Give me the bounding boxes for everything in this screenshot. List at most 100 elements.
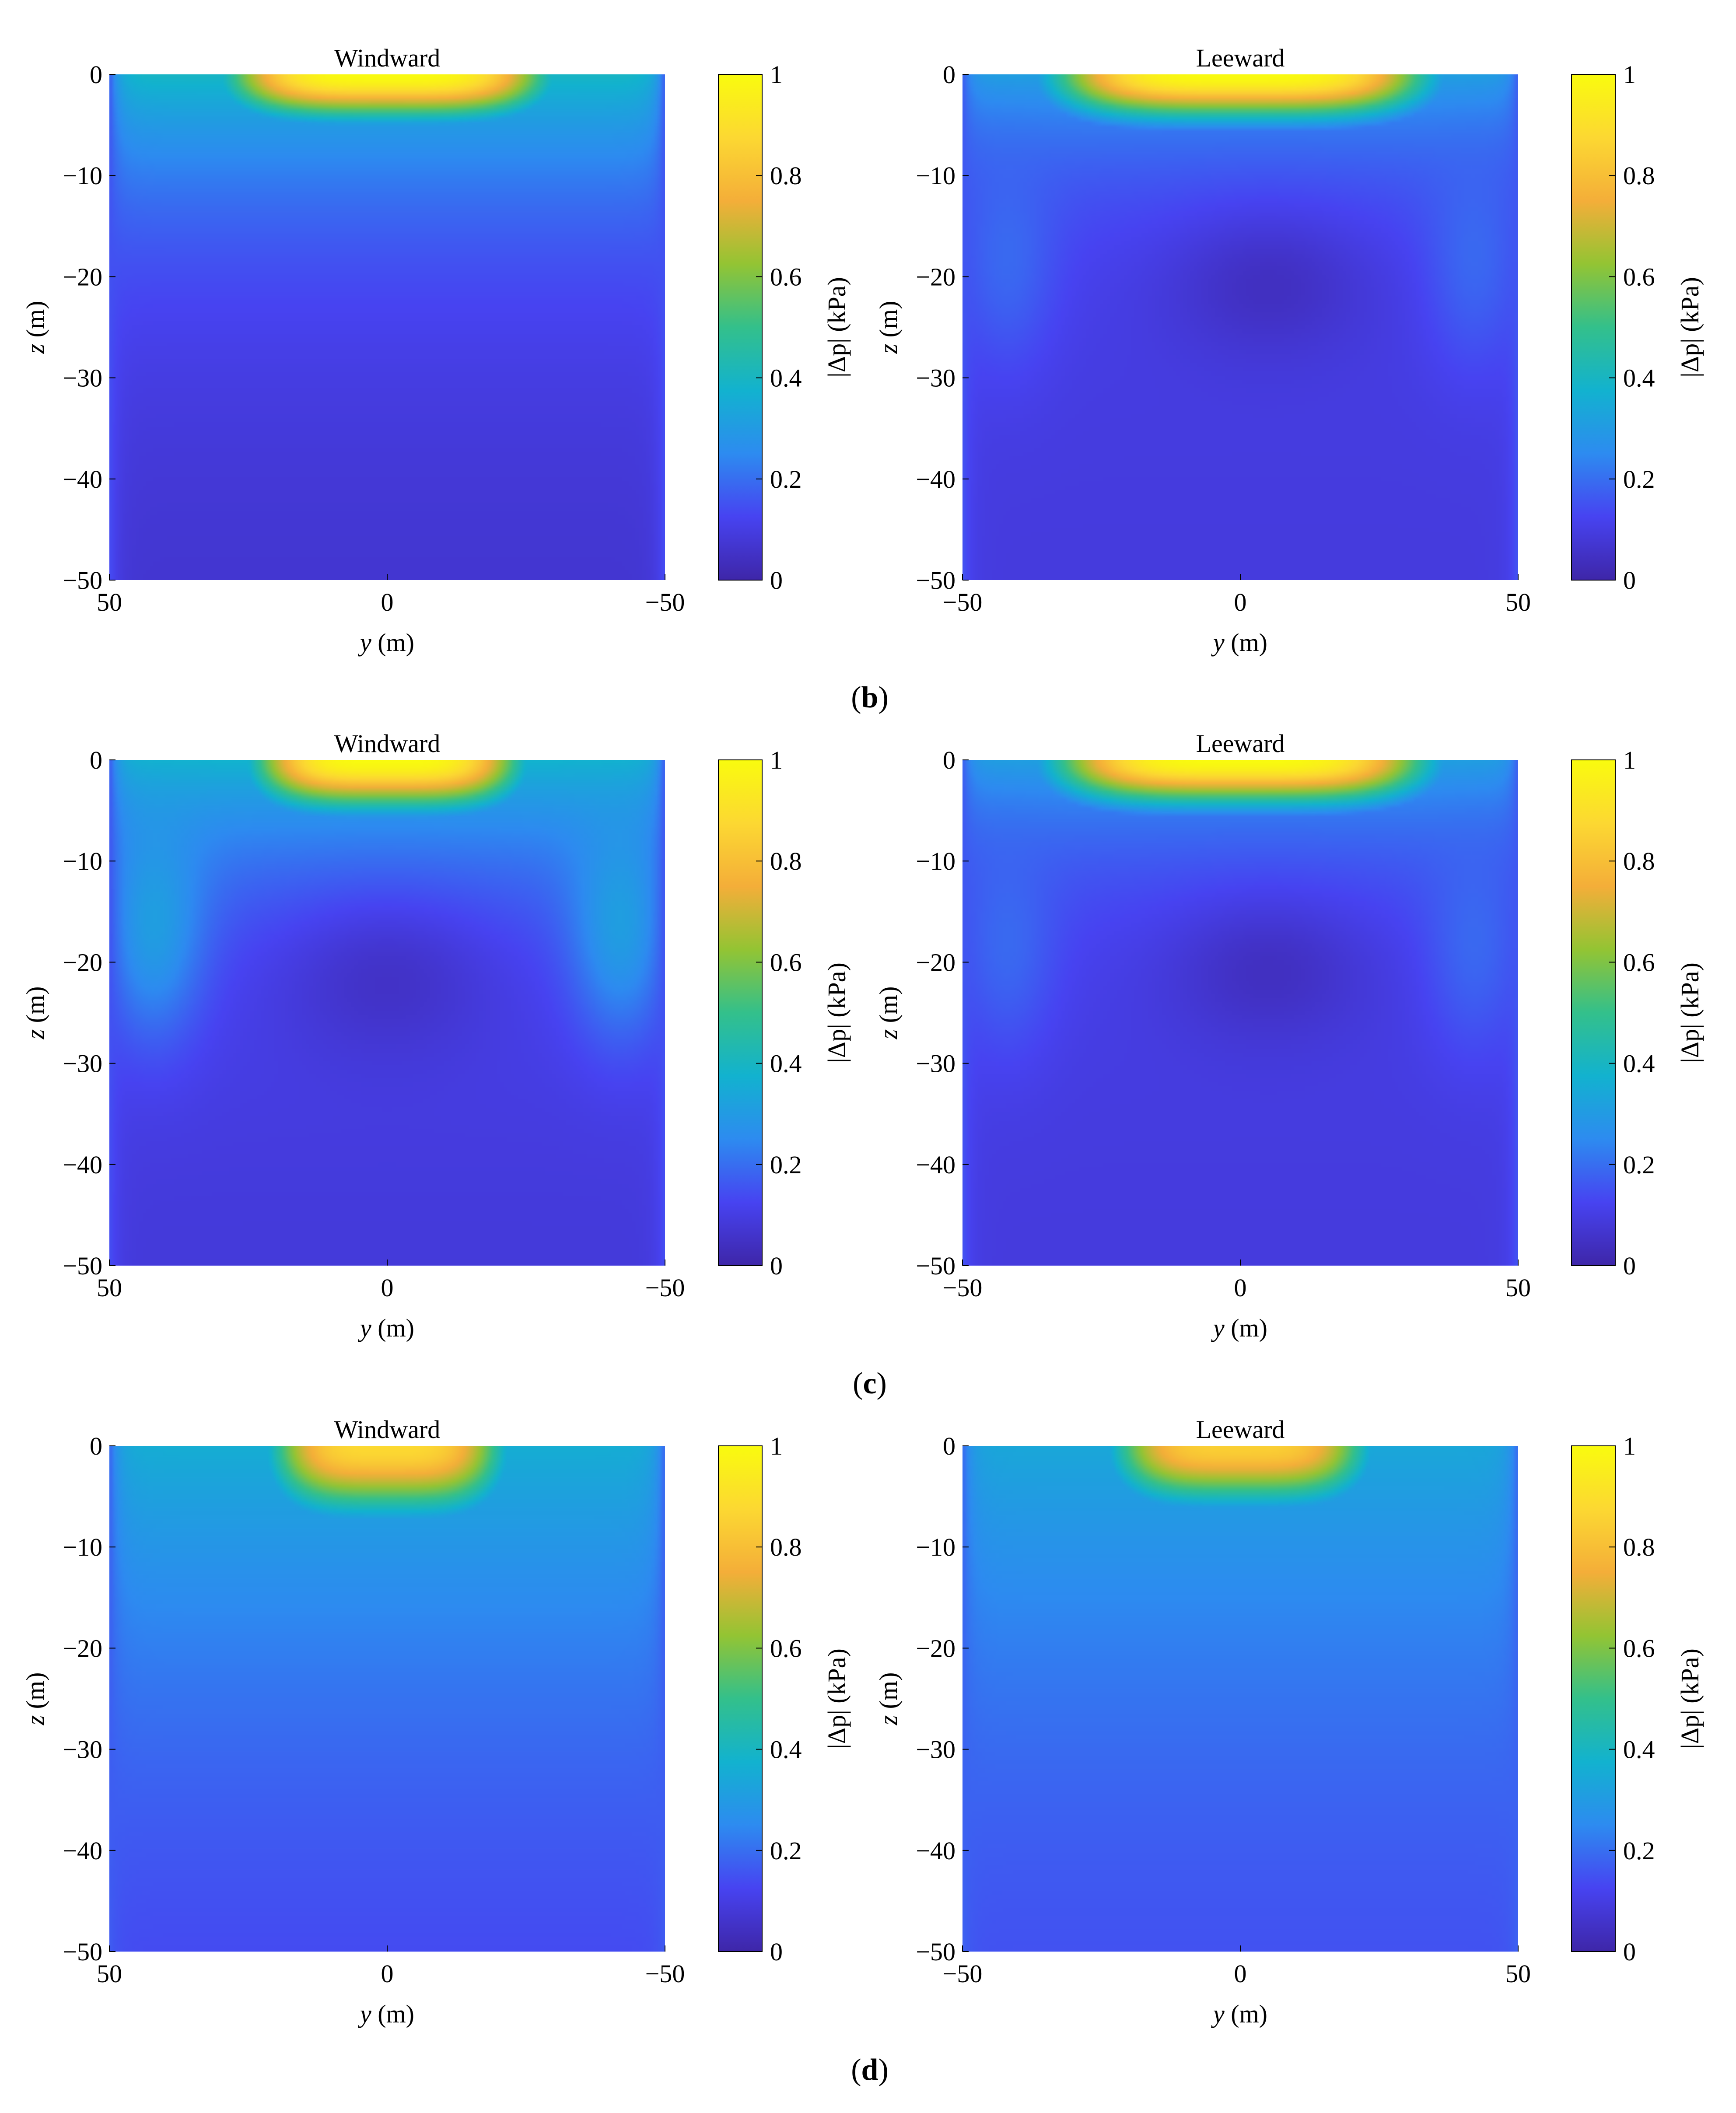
colorbar-tick-label: 1 [1623,60,1636,89]
y-tick-label: −10 [916,847,956,875]
colorbar-tick-label: 0.6 [1623,262,1655,291]
colorbar [718,759,763,1266]
colorbar-label: |Δp| (kPa) [822,1648,851,1749]
y-tick-label: −20 [63,1634,102,1662]
y-tick-label: −50 [916,1938,956,1966]
colorbar-label: |Δp| (kPa) [1676,277,1704,378]
panel-title: Leeward [1196,44,1285,72]
heatmap-image [109,1446,665,1952]
y-axis-label: z (m) [21,301,49,354]
colorbar-tick-label: 0.2 [1623,465,1655,493]
y-tick-label: −30 [916,364,956,392]
colorbar-tick-label: 0 [770,1252,783,1280]
panel-title: Windward [334,44,440,72]
caption-letter: c [863,1367,877,1400]
y-tick-label: −30 [916,1050,956,1078]
x-tick-label: 0 [381,588,394,616]
heatmap-panel-c-right: Leeward 0 −10 −20 −30 −40 −50−50 0 50 y (m) z (m) 0… [874,729,1704,1342]
colorbar-tick-label: 0.8 [770,847,802,875]
colorbar-tick-label: 0.8 [1623,847,1655,875]
colorbar-tick-label: 0.2 [770,1837,802,1865]
colorbar-label: |Δp| (kPa) [1676,1648,1704,1749]
y-tick-label: −50 [916,1252,956,1280]
colorbar-tick-label: 0.8 [1623,161,1655,190]
colorbar-label: |Δp| (kPa) [822,962,851,1063]
colorbar-label: |Δp| (kPa) [822,277,851,378]
heatmap-image [109,760,665,1266]
heatmap-panel-b-right: Leeward 0 −10 −20 −30 −40 −50−50 0 50 y (m) z (m) 0… [874,44,1704,657]
panel-title: Windward [334,1415,440,1444]
y-axis-label: z (m) [874,1672,903,1726]
y-tick-label: −40 [916,1151,956,1179]
colorbar-tick-label: 0 [1623,1252,1636,1280]
colorbar-tick-label: 0.4 [1623,1050,1655,1078]
y-tick-label: −30 [916,1735,956,1764]
caption-b: (b) [851,681,889,714]
y-tick-label: −30 [63,1735,102,1764]
y-tick-label: 0 [90,60,102,89]
y-tick-label: 0 [943,1432,956,1460]
y-tick-label: −30 [63,364,102,392]
colorbar-tick-label: 0 [770,566,783,595]
y-tick-label: −10 [63,847,102,875]
y-tick-label: −20 [916,262,956,291]
colorbar-tick-label: 0.8 [1623,1533,1655,1561]
y-tick-label: −40 [63,1837,102,1865]
y-tick-label: −20 [916,1634,956,1662]
x-tick-label: 50 [1505,588,1531,616]
x-tick-label: 0 [1234,1273,1247,1302]
colorbar-tick-label: 0.2 [1623,1151,1655,1179]
colorbar-tick-label: 0 [1623,1938,1636,1966]
y-tick-label: −10 [916,161,956,190]
y-axis-label: z (m) [21,987,49,1040]
y-tick-label: −50 [916,566,956,595]
colorbar-tick-label: 0.6 [1623,1634,1655,1662]
y-axis-label: z (m) [21,1672,49,1726]
x-tick-label: 50 [1505,1959,1531,1988]
colorbar-tick-label: 0.8 [770,161,802,190]
colorbar [1571,759,1616,1266]
x-tick-label: 50 [1505,1273,1531,1302]
heatmap-panel-d-right: Leeward 0 −10 −20 −30 −40 −50−50 0 50 y (m) z (m) 0… [874,1415,1704,2028]
panel-title: Leeward [1196,1415,1285,1444]
colorbar-tick-label: 0.2 [770,465,802,493]
x-axis-label: y (m) [358,2000,414,2028]
x-tick-label: 0 [1234,1959,1247,1988]
colorbar [1571,74,1616,581]
colorbar-tick-label: 0.4 [770,1735,802,1764]
y-tick-label: −20 [916,948,956,976]
colorbar [718,1445,763,1952]
panel-title: Leeward [1196,729,1285,758]
caption-d: (d) [851,2053,889,2087]
y-tick-label: 0 [90,746,102,774]
colorbar-tick-label: 1 [1623,1432,1636,1460]
x-axis-label: y (m) [1211,2000,1267,2028]
y-tick-label: −50 [63,1252,102,1280]
colorbar-tick-label: 0.4 [1623,364,1655,392]
heatmap-image [109,74,665,580]
x-tick-label: 0 [381,1273,394,1302]
caption-letter: b [861,681,878,714]
y-axis-label: z (m) [874,301,903,354]
x-axis-label: y (m) [358,628,414,657]
colorbar-tick-label: 1 [770,1432,783,1460]
y-tick-label: 0 [943,746,956,774]
colorbar-tick-label: 0.4 [1623,1735,1655,1764]
colorbar-tick-label: 1 [1623,746,1636,774]
y-tick-label: −20 [63,948,102,976]
y-tick-label: −40 [63,1151,102,1179]
x-axis-label: y (m) [358,1314,414,1342]
panel-title: Windward [334,729,440,758]
colorbar-tick-label: 0.8 [770,1533,802,1561]
caption-c: (c) [853,1367,887,1400]
colorbar-tick-label: 0.4 [770,1050,802,1078]
colorbar-tick-label: 0 [1623,566,1636,595]
y-tick-label: −50 [63,1938,102,1966]
x-tick-label: 0 [381,1959,394,1988]
colorbar-tick-label: 0 [770,1938,783,1966]
y-tick-label: −10 [63,1533,102,1561]
colorbar-tick-label: 0.6 [770,262,802,291]
colorbar-tick-label: 1 [770,60,783,89]
